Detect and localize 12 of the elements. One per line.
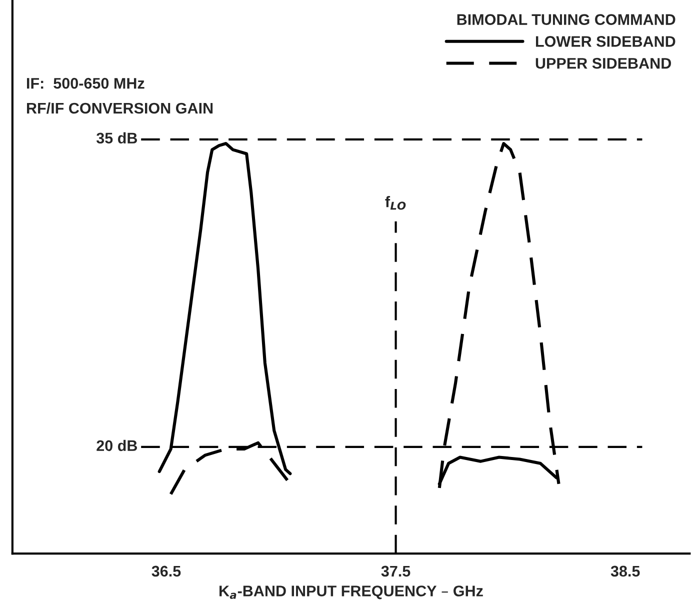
x-tick-label: 37.5 <box>381 566 410 577</box>
ref-line-label: 20 dB <box>96 440 138 452</box>
ref-line-label: 35 dB <box>96 132 138 144</box>
annotation: RF/IF CONVERSION GAIN <box>27 102 213 114</box>
legend-label: LOWER SIDEBAND <box>536 36 676 47</box>
ref-line-label: f$_{LO}$ <box>385 196 406 210</box>
legend-label: UPPER SIDEBAND <box>536 58 671 69</box>
x-tick-label: 36.5 <box>152 566 181 577</box>
annotation: IF: 500-650 MHz <box>27 78 144 89</box>
x-tick-label: 38.5 <box>610 566 640 577</box>
x-axis-title: K$_{a}$-BAND INPUT FREQUENCY – GHz <box>220 586 483 600</box>
legend-title: BIMODAL TUNING COMMAND <box>457 14 676 25</box>
